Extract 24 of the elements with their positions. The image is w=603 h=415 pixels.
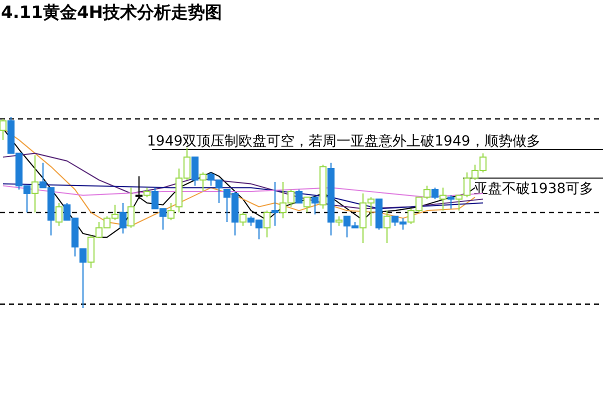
chart-title: 4.11黄金4H技术分析走势图 — [1, 3, 222, 23]
candlestick — [311, 196, 319, 216]
candlestick — [271, 181, 279, 226]
candlestick — [263, 210, 271, 238]
candlestick — [383, 210, 391, 244]
candlestick — [439, 187, 447, 212]
candlestick — [447, 194, 455, 210]
candlestick — [191, 156, 199, 186]
ref-line-label: 1949双顶压制欧盘可空，若周一亚盘意外上破1949，顺势做多 — [147, 133, 540, 150]
candlestick — [31, 154, 39, 214]
candlestick — [119, 202, 127, 234]
candlestick — [295, 188, 303, 204]
candlestick — [135, 176, 143, 200]
candlestick — [143, 187, 151, 198]
candlestick — [127, 187, 135, 228]
candlestick — [0, 118, 7, 141]
candlestick — [335, 216, 343, 226]
candlestick — [303, 196, 311, 214]
candlestick — [199, 172, 207, 192]
candlestick — [79, 248, 87, 309]
candlestick — [431, 187, 439, 200]
candlestick — [167, 202, 175, 221]
candlestick — [55, 202, 63, 226]
candlestick — [239, 212, 247, 226]
